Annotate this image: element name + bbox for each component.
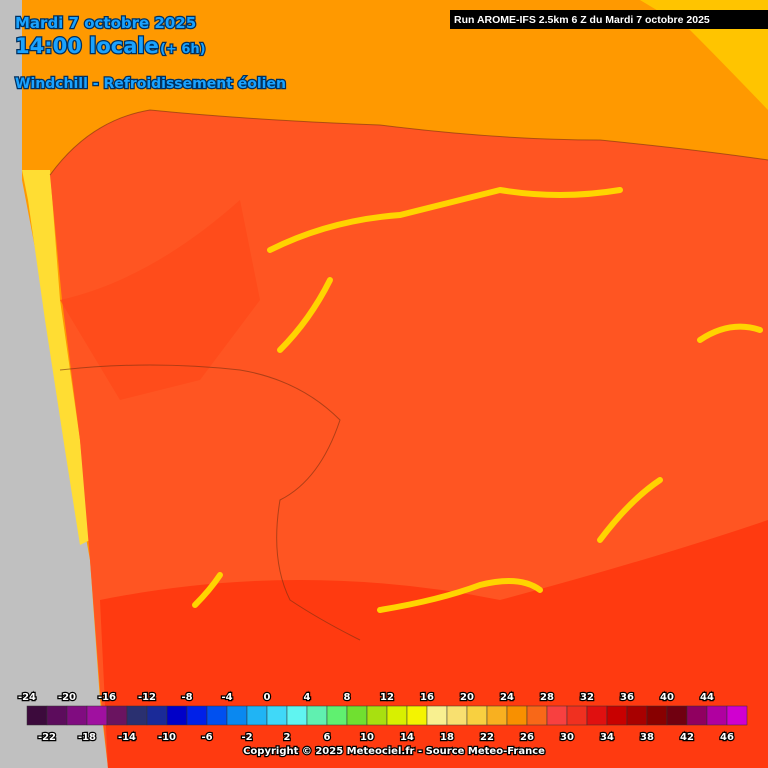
legend-label: -12 <box>138 692 156 703</box>
legend-label: 34 <box>600 732 614 743</box>
variable: Windchill - Refroidissement éolien <box>15 76 286 92</box>
legend-swatch <box>726 705 748 726</box>
legend-swatch <box>686 705 708 726</box>
ridge <box>192 572 223 608</box>
legend-label: -22 <box>38 732 56 743</box>
legend-label: 4 <box>304 692 311 703</box>
legend-label: -2 <box>241 732 252 743</box>
legend-label: 0 <box>264 692 271 703</box>
ridge <box>697 323 763 343</box>
legend-swatch <box>126 705 148 726</box>
legend-label: 14 <box>400 732 414 743</box>
legend-label: 40 <box>660 692 674 703</box>
legend-label: -16 <box>98 692 116 703</box>
legend-label: 36 <box>620 692 634 703</box>
coastal-strip <box>22 170 90 545</box>
legend-swatch <box>666 705 688 726</box>
border <box>59 364 361 641</box>
legend-swatch <box>406 705 428 726</box>
legend-label: 44 <box>700 692 714 703</box>
legend-label: 30 <box>560 732 574 743</box>
legend-label: 42 <box>680 732 694 743</box>
out-of-domain <box>0 0 108 768</box>
run-label: Run AROME-IFS 2.5km 6 Z du Mardi 7 octob… <box>454 14 710 26</box>
legend-label: -20 <box>58 692 76 703</box>
ridge <box>377 578 543 613</box>
legend-swatch <box>546 705 568 726</box>
legend-swatch <box>486 705 508 726</box>
copyright: Copyright © 2025 Meteociel.fr - Source M… <box>243 746 545 757</box>
legend-swatch <box>586 705 608 726</box>
legend-label: 38 <box>640 732 654 743</box>
legend-swatch <box>386 705 408 726</box>
legend-label: 22 <box>480 732 494 743</box>
legend-swatch <box>66 705 88 726</box>
legend-swatch <box>366 705 388 726</box>
legend-swatch <box>106 705 128 726</box>
legend-swatch <box>706 705 728 726</box>
legend-label: 46 <box>720 732 734 743</box>
legend-label: -8 <box>181 692 192 703</box>
legend-label: -18 <box>78 732 96 743</box>
legend-label: -4 <box>221 692 232 703</box>
run-box <box>450 10 768 29</box>
legend-label: 16 <box>420 692 434 703</box>
offset: (+ 6h) <box>160 42 206 57</box>
legend-swatch <box>186 705 208 726</box>
land-shade <box>60 200 260 400</box>
legend-label: -6 <box>201 732 212 743</box>
legend-swatch <box>286 705 308 726</box>
legend-label: 20 <box>460 692 474 703</box>
legend-label: 12 <box>380 692 394 703</box>
ridges <box>192 186 763 613</box>
legend-swatch <box>606 705 628 726</box>
legend-label: 28 <box>540 692 554 703</box>
legend: -24-22-20-18-16-14-12-10-8-6-4-202468101… <box>17 691 748 744</box>
legend-swatch <box>306 705 328 726</box>
legend-label: 10 <box>360 732 374 743</box>
legend-label: 2 <box>284 732 291 743</box>
legend-label: 18 <box>440 732 454 743</box>
legend-swatch <box>506 705 528 726</box>
legend-label: 32 <box>580 692 594 703</box>
legend-swatch <box>646 705 668 726</box>
legend-swatch <box>566 705 588 726</box>
legend-swatch <box>46 705 68 726</box>
legend-label: 26 <box>520 732 534 743</box>
legend-swatch <box>86 705 108 726</box>
legend-label: -24 <box>18 692 36 703</box>
legend-swatch <box>626 705 648 726</box>
legend-label: 6 <box>324 732 331 743</box>
borders <box>49 109 768 641</box>
date: Mardi 7 octobre 2025 <box>15 14 196 32</box>
legend-swatch <box>346 705 368 726</box>
legend-swatch <box>26 705 48 726</box>
time: 14:00 locale <box>15 34 159 58</box>
legend-label: -14 <box>118 732 136 743</box>
legend-swatch <box>166 705 188 726</box>
legend-swatch <box>526 705 548 726</box>
legend-swatch <box>246 705 268 726</box>
legend-label: 24 <box>500 692 514 703</box>
legend-swatch <box>226 705 248 726</box>
legend-swatch <box>266 705 288 726</box>
legend-label: 8 <box>344 692 351 703</box>
legend-swatch <box>326 705 348 726</box>
legend-swatch <box>206 705 228 726</box>
legend-swatch <box>466 705 488 726</box>
ridge <box>277 277 333 353</box>
coast <box>49 109 768 176</box>
legend-swatch <box>146 705 168 726</box>
legend-swatch <box>446 705 468 726</box>
legend-swatch <box>426 705 448 726</box>
legend-label: -10 <box>158 732 176 743</box>
ridge <box>597 477 663 543</box>
ridge <box>267 186 623 253</box>
